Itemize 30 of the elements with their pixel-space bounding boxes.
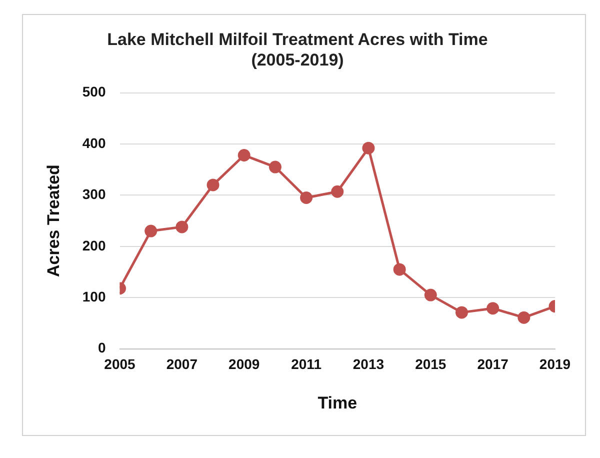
y-tick-label: 300 bbox=[82, 186, 106, 202]
y-tick-label: 0 bbox=[98, 340, 106, 356]
point bbox=[518, 311, 530, 324]
x-tick-label: 2019 bbox=[539, 356, 571, 372]
x-tick-label: 2015 bbox=[415, 356, 446, 372]
x-tick-label: 2011 bbox=[291, 356, 322, 372]
x-tick-label: 2005 bbox=[104, 356, 136, 372]
y-tick-label: 500 bbox=[82, 84, 106, 100]
point bbox=[300, 192, 313, 204]
x-tick-label: 2009 bbox=[228, 356, 260, 372]
x-tick-label: 2013 bbox=[352, 356, 384, 372]
point bbox=[238, 149, 250, 162]
point bbox=[268, 160, 282, 174]
y-tick-label: 200 bbox=[82, 237, 106, 254]
chart-title: Lake Mitchell Milfoil Treatment Acres with Time (2005-2019) bbox=[107, 30, 488, 70]
point bbox=[176, 220, 188, 234]
point bbox=[331, 185, 344, 198]
x-tick-label: 2007 bbox=[166, 356, 198, 372]
y-axis-title: Acres Treated bbox=[44, 164, 63, 278]
y-tick-label: 400 bbox=[82, 134, 106, 151]
point bbox=[362, 142, 375, 154]
point bbox=[455, 306, 468, 319]
point bbox=[393, 263, 406, 276]
x-tick-label: 2017 bbox=[477, 356, 509, 372]
point bbox=[486, 302, 500, 315]
point bbox=[424, 288, 437, 302]
y-tick-label: 100 bbox=[82, 288, 106, 304]
x-axis-title: Time bbox=[318, 393, 358, 412]
point bbox=[206, 178, 220, 192]
point bbox=[144, 224, 158, 238]
